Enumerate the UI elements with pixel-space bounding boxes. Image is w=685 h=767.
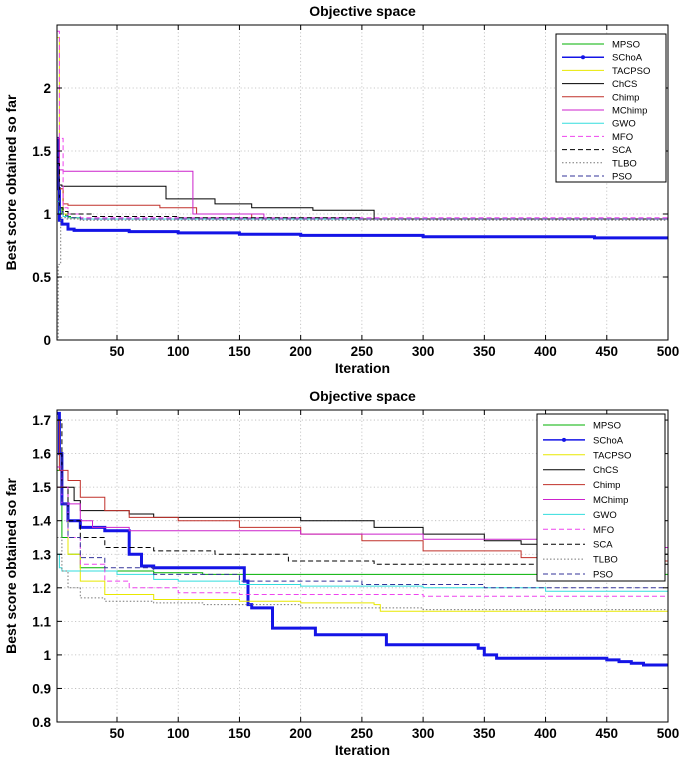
x-axis-label: Iteration <box>335 360 390 376</box>
legend-label-mchimp: MChimp <box>593 495 628 506</box>
y-tick-label: 2 <box>43 81 51 96</box>
x-tick-label: 450 <box>596 726 619 741</box>
y-axis-label: Best score obtained so far <box>3 478 19 654</box>
y-tick-label: 0.9 <box>32 681 51 696</box>
objective-space-chart-top: 50 100 150 200 250 300 350 400 450 500 0 0.5 1 1.5 2 Ob… <box>3 3 679 376</box>
y-tick-label: 1.3 <box>32 547 51 562</box>
x-tick-label: 100 <box>167 726 190 741</box>
legend-label-pso: PSO <box>593 570 613 581</box>
legend-label-tlbo: TLBO <box>612 158 637 169</box>
y-axis-label: Best score obtained so far <box>3 94 19 270</box>
series-line-mfo <box>57 30 669 221</box>
legend-label-mfo: MFO <box>593 525 614 536</box>
x-tick-label: 150 <box>228 726 251 741</box>
legend-label-chcs: ChCS <box>593 465 618 476</box>
x-tick-label: 200 <box>289 726 312 741</box>
x-tick-label: 300 <box>412 344 435 359</box>
legend-label-sca: SCA <box>612 145 632 156</box>
y-tick-label: 0.8 <box>32 715 51 730</box>
x-tick-label: 350 <box>473 726 496 741</box>
legend-label-pso: PSO <box>612 172 632 183</box>
y-tick-label: 1 <box>43 648 51 663</box>
legend-label-chimp: Chimp <box>593 480 620 491</box>
chart-title: Objective space <box>309 388 416 404</box>
y-tick-label: 1.4 <box>32 514 51 529</box>
y-tick-label: 1.7 <box>32 413 51 428</box>
legend-label-mpso: MPSO <box>593 421 621 432</box>
y-tick-label: 1.6 <box>32 447 51 462</box>
grid <box>57 25 668 340</box>
series-line-chimp <box>57 137 669 221</box>
y-tick-label: 1 <box>43 207 51 222</box>
series-line-chcs <box>57 156 669 221</box>
x-tick-label: 250 <box>351 344 374 359</box>
legend-box <box>555 33 667 183</box>
legend-label-schoa: SChoA <box>593 435 624 446</box>
legend-label-chimp: Chimp <box>612 92 639 103</box>
legend: MPSO SChoA TACPSO ChCS Chimp MChimp GWO MFO SCA T… <box>536 413 666 582</box>
x-tick-label: 500 <box>657 344 680 359</box>
legend-label-schoa: SChoA <box>612 53 643 64</box>
series-line-pso <box>57 453 669 592</box>
x-tick-label: 500 <box>657 726 680 741</box>
legend-marker-schoa <box>562 437 566 442</box>
ticks: 50 100 150 200 250 300 350 400 450 500 0 0.5 1 1.5 2 <box>32 25 679 359</box>
x-tick-label: 200 <box>289 344 312 359</box>
axes-box <box>56 409 669 723</box>
legend-box <box>536 413 666 582</box>
series-line-schoa <box>57 411 668 667</box>
x-tick-label: 250 <box>351 726 374 741</box>
y-tick-label: 1.5 <box>32 144 51 159</box>
y-tick-label: 0 <box>43 333 51 348</box>
legend-label-mfo: MFO <box>612 132 633 143</box>
x-tick-label: 400 <box>534 726 557 741</box>
x-axis-label: Iteration <box>335 742 390 758</box>
legend-label-chcs: ChCS <box>612 79 637 90</box>
objective-space-chart-bottom: 50 100 150 200 250 300 350 400 450 500 0.8 0.9 1 1.1 1… <box>3 388 679 758</box>
legend-label-tacpso: TACPSO <box>593 450 631 461</box>
x-tick-label: 50 <box>109 344 124 359</box>
series-line-mpso <box>57 469 668 575</box>
x-tick-label: 150 <box>228 344 251 359</box>
series-line-tlbo <box>57 217 668 341</box>
x-tick-label: 400 <box>534 344 557 359</box>
legend-label-mpso: MPSO <box>612 40 640 51</box>
x-tick-label: 450 <box>596 344 619 359</box>
y-tick-label: 1.1 <box>32 614 51 629</box>
chart-title: Objective space <box>309 3 416 19</box>
series-line-gwo <box>57 553 669 595</box>
axes-box <box>56 24 669 341</box>
series-line-schoa <box>56 136 668 240</box>
x-tick-label: 300 <box>412 726 435 741</box>
legend-marker-schoa <box>581 55 585 60</box>
legend-label-mchimp: MChimp <box>612 106 647 117</box>
series-line-pso <box>57 175 669 221</box>
series-group <box>56 30 669 341</box>
ticks: 50 100 150 200 250 300 350 400 450 500 0.8 0.9 1 1.1 1… <box>32 410 679 741</box>
y-tick-label: 0.5 <box>32 270 51 285</box>
legend-label-tacpso: TACPSO <box>612 66 650 77</box>
x-tick-label: 350 <box>473 344 496 359</box>
legend-label-gwo: GWO <box>593 510 617 521</box>
legend-label-tlbo: TLBO <box>593 555 618 566</box>
y-tick-label: 1.2 <box>32 581 51 596</box>
x-tick-label: 100 <box>167 344 190 359</box>
legend: MPSO SChoA TACPSO ChCS Chimp MChimp GWO MFO SCA T… <box>555 33 667 183</box>
series-line-sca <box>57 419 668 565</box>
legend-label-sca: SCA <box>593 540 613 551</box>
series-line-chimp <box>57 419 669 565</box>
legend-label-gwo: GWO <box>612 119 636 130</box>
y-tick-label: 1.5 <box>32 480 51 495</box>
x-tick-label: 50 <box>109 726 124 741</box>
